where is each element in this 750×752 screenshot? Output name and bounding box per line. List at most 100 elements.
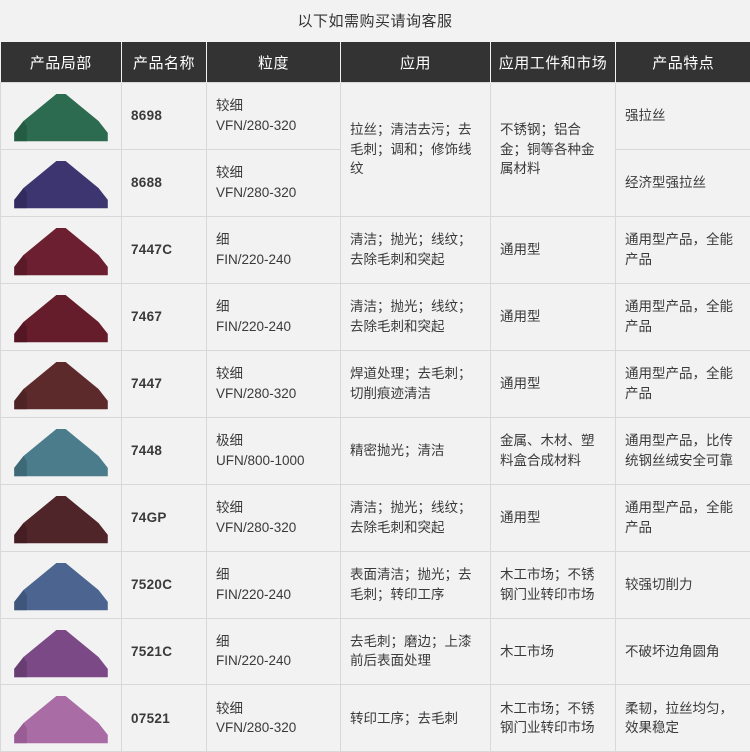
grit-code: VFN/280-320 [216,720,296,735]
grit-label: 较细 [216,98,243,113]
grit-label: 细 [216,299,230,314]
product-image-cell [1,618,122,685]
product-grit: 极细 UFN/800-1000 [207,417,341,484]
product-swatch-7467 [10,290,112,344]
product-application: 清洁；抛光；线纹；去除毛刺和突起 [341,283,491,350]
grit-code: VFN/280-320 [216,386,296,401]
table-row: 7448 极细 UFN/800-1000 精密抛光；清洁 金属、木材、塑料盒合成… [1,417,750,484]
column-header-application: 应用 [341,42,491,83]
grit-code: UFN/800-1000 [216,453,305,468]
product-grit: 细 FIN/220-240 [207,283,341,350]
product-name: 7467 [122,283,207,350]
product-swatch-7447C [10,223,112,277]
product-market: 金属、木材、塑料盒合成材料 [491,417,616,484]
grit-label: 细 [216,634,230,649]
product-market: 木工市场；不锈钢门业转印市场 [491,551,616,618]
page-title: 以下如需购买请询客服 [0,0,750,42]
product-image-cell [1,350,122,417]
product-grit: 较细 VFN/280-320 [207,83,341,150]
product-feature: 强拉丝 [616,83,750,150]
grit-label: 较细 [216,165,243,180]
table-body: 8698 较细 VFN/280-320 拉丝；清洁去污；去毛刺；调和；修饰线纹 … [1,83,750,752]
table-row: 7447 较细 VFN/280-320 焊道处理；去毛刺；切削痕迹清洁 通用型 … [1,350,750,417]
product-swatch-74GP [10,491,112,545]
product-market: 木工市场 [491,618,616,685]
product-grit: 细 FIN/220-240 [207,216,341,283]
product-name: 7520C [122,551,207,618]
product-feature: 经济型强拉丝 [616,149,750,216]
grit-code: VFN/280-320 [216,185,296,200]
product-name: 7521C [122,618,207,685]
product-feature: 通用型产品，全能产品 [616,283,750,350]
product-grit: 细 FIN/220-240 [207,551,341,618]
product-swatch-8698 [10,89,112,143]
product-application: 表面清洁；抛光；去毛刺；转印工序 [341,551,491,618]
product-swatch-8688 [10,156,112,210]
product-name: 7447 [122,350,207,417]
product-market: 通用型 [491,484,616,551]
product-swatch-7521C [10,625,112,679]
grit-label: 较细 [216,500,243,515]
table-row: 7521C 细 FIN/220-240 去毛刺；磨边；上漆前后表面处理 木工市场… [1,618,750,685]
grit-label: 细 [216,232,230,247]
product-feature: 较强切削力 [616,551,750,618]
product-market: 通用型 [491,216,616,283]
grit-code: FIN/220-240 [216,252,291,267]
product-name: 8688 [122,149,207,216]
table-row: 7467 细 FIN/220-240 清洁；抛光；线纹；去除毛刺和突起 通用型 … [1,283,750,350]
grit-code: FIN/220-240 [216,319,291,334]
product-market: 通用型 [491,350,616,417]
product-feature: 通用型产品，全能产品 [616,484,750,551]
product-spec-table: 产品局部 产品名称 粒度 应用 应用工件和市场 产品特点 [0,42,750,752]
grit-label: 较细 [216,366,243,381]
product-grit: 较细 VFN/280-320 [207,149,341,216]
grit-code: VFN/280-320 [216,118,296,133]
product-image-cell [1,216,122,283]
table-row: 7447C 细 FIN/220-240 清洁；抛光；线纹；去除毛刺和突起 通用型… [1,216,750,283]
column-header-product-feature: 产品特点 [616,42,750,83]
product-swatch-7520C [10,558,112,612]
product-feature: 柔韧，拉丝均匀，效果稳定 [616,685,750,752]
table-row: 07521 较细 VFN/280-320 转印工序；去毛刺 木工市场；不锈钢门业… [1,685,750,752]
column-header-product-name: 产品名称 [122,42,207,83]
column-header-grit: 粒度 [207,42,341,83]
product-market: 通用型 [491,283,616,350]
product-application: 焊道处理；去毛刺；切削痕迹清洁 [341,350,491,417]
product-name: 7448 [122,417,207,484]
product-swatch-07521 [10,691,112,745]
table-row: 8698 较细 VFN/280-320 拉丝；清洁去污；去毛刺；调和；修饰线纹 … [1,83,750,150]
table-row: 7520C 细 FIN/220-240 表面清洁；抛光；去毛刺；转印工序 木工市… [1,551,750,618]
product-application: 精密抛光；清洁 [341,417,491,484]
product-application: 清洁；抛光；线纹；去除毛刺和突起 [341,484,491,551]
grit-code: VFN/280-320 [216,520,296,535]
product-application: 去毛刺；磨边；上漆前后表面处理 [341,618,491,685]
product-image-cell [1,551,122,618]
product-image-cell [1,283,122,350]
product-grit: 较细 VFN/280-320 [207,484,341,551]
product-grit: 较细 VFN/280-320 [207,685,341,752]
product-grit: 细 FIN/220-240 [207,618,341,685]
product-swatch-7447 [10,357,112,411]
table-row: 74GP 较细 VFN/280-320 清洁；抛光；线纹；去除毛刺和突起 通用型… [1,484,750,551]
product-name: 74GP [122,484,207,551]
product-feature: 通用型产品，全能产品 [616,216,750,283]
product-feature: 通用型产品，比传统钢丝绒安全可靠 [616,417,750,484]
column-header-product-image: 产品局部 [1,42,122,83]
product-spec-page: 以下如需购买请询客服 产品局部 产品名称 粒度 应用 应用工件和市场 产品特点 [0,0,750,716]
product-image-cell [1,417,122,484]
table-header-row: 产品局部 产品名称 粒度 应用 应用工件和市场 产品特点 [1,42,750,83]
product-image-cell [1,149,122,216]
product-feature: 不破坏边角圆角 [616,618,750,685]
product-swatch-7448 [10,424,112,478]
product-application: 转印工序；去毛刺 [341,685,491,752]
product-name: 7447C [122,216,207,283]
grit-label: 较细 [216,701,243,716]
product-image-cell [1,83,122,150]
grit-label: 极细 [216,433,243,448]
product-image-cell [1,685,122,752]
product-application: 清洁；抛光；线纹；去除毛刺和突起 [341,216,491,283]
product-market: 木工市场；不锈钢门业转印市场 [491,685,616,752]
grit-code: FIN/220-240 [216,587,291,602]
product-name: 8698 [122,83,207,150]
product-name: 07521 [122,685,207,752]
